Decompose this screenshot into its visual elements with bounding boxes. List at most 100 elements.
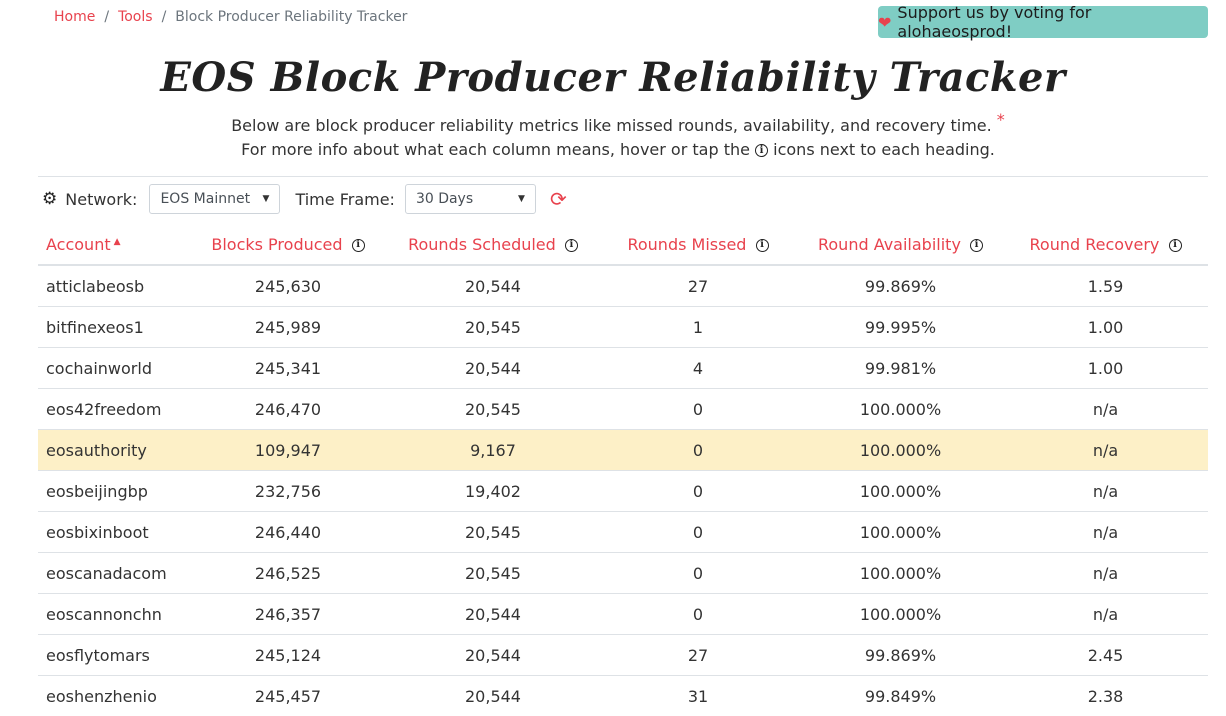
round-availability-cell: 100.000% [798, 471, 1003, 512]
account-cell: bitfinexeos1 [38, 307, 188, 348]
round-availability-cell: 99.849% [798, 676, 1003, 716]
rounds-scheduled-cell: 20,544 [388, 676, 598, 716]
filter-controls: ⚙ Network: EOS Mainnet ▼ Time Frame: 30 … [42, 184, 567, 214]
round-availability-cell: 99.995% [798, 307, 1003, 348]
description-line-2a: For more info about what each column mea… [241, 140, 750, 159]
column-header-label: Round Availability [818, 235, 961, 254]
column-header-round-availability[interactable]: Round Availability i [798, 224, 1003, 265]
round-availability-cell: 100.000% [798, 553, 1003, 594]
rounds-scheduled-cell: 20,545 [388, 553, 598, 594]
reliability-table: Account▲ Blocks Produced i Rounds Schedu… [38, 224, 1208, 716]
network-label: Network: [65, 190, 137, 209]
blocks-produced-cell: 109,947 [188, 430, 388, 471]
info-icon: i [755, 144, 768, 157]
account-cell: eoshenzhenio [38, 676, 188, 716]
info-icon[interactable]: i [565, 239, 578, 252]
round-recovery-cell: n/a [1003, 471, 1208, 512]
timeframe-select-value: 30 Days [416, 191, 473, 207]
section-divider [38, 176, 1208, 177]
rounds-scheduled-cell: 20,545 [388, 512, 598, 553]
round-recovery-cell: n/a [1003, 553, 1208, 594]
column-header-account[interactable]: Account▲ [38, 224, 188, 265]
account-cell: eoscannonchn [38, 594, 188, 635]
rounds-scheduled-cell: 20,544 [388, 594, 598, 635]
breadcrumb-separator: / [104, 9, 109, 25]
rounds-missed-cell: 31 [598, 676, 798, 716]
round-availability-cell: 99.869% [798, 265, 1003, 307]
blocks-produced-cell: 246,470 [188, 389, 388, 430]
column-header-label: Rounds Scheduled [408, 235, 556, 254]
chevron-down-icon: ▼ [518, 194, 525, 204]
round-recovery-cell: 1.59 [1003, 265, 1208, 307]
column-header-blocks-produced[interactable]: Blocks Produced i [188, 224, 388, 265]
rounds-scheduled-cell: 19,402 [388, 471, 598, 512]
rounds-missed-cell: 0 [598, 471, 798, 512]
column-header-label: Blocks Produced [211, 235, 342, 254]
round-recovery-cell: 2.45 [1003, 635, 1208, 676]
blocks-produced-cell: 246,357 [188, 594, 388, 635]
rounds-scheduled-cell: 20,544 [388, 348, 598, 389]
breadcrumb-separator: / [162, 9, 167, 25]
timeframe-label: Time Frame: [295, 190, 394, 209]
timeframe-select[interactable]: 30 Days ▼ [405, 184, 536, 214]
rounds-missed-cell: 1 [598, 307, 798, 348]
round-recovery-cell: 1.00 [1003, 348, 1208, 389]
rounds-missed-cell: 27 [598, 635, 798, 676]
refresh-icon[interactable]: ⟳ [550, 187, 567, 211]
account-cell: eosbeijingbp [38, 471, 188, 512]
column-header-rounds-scheduled[interactable]: Rounds Scheduled i [388, 224, 598, 265]
blocks-produced-cell: 232,756 [188, 471, 388, 512]
column-header-round-recovery[interactable]: Round Recovery i [1003, 224, 1208, 265]
info-icon[interactable]: i [756, 239, 769, 252]
info-icon[interactable]: i [352, 239, 365, 252]
blocks-produced-cell: 246,525 [188, 553, 388, 594]
network-select[interactable]: EOS Mainnet ▼ [149, 184, 280, 214]
blocks-produced-cell: 246,440 [188, 512, 388, 553]
account-cell: atticlabeosb [38, 265, 188, 307]
round-availability-cell: 99.869% [798, 635, 1003, 676]
description-line-2b: icons next to each heading. [773, 140, 995, 159]
account-cell: eosauthority [38, 430, 188, 471]
rounds-missed-cell: 4 [598, 348, 798, 389]
rounds-missed-cell: 0 [598, 594, 798, 635]
round-recovery-cell: n/a [1003, 389, 1208, 430]
blocks-produced-cell: 245,457 [188, 676, 388, 716]
rounds-scheduled-cell: 20,544 [388, 635, 598, 676]
breadcrumb-home-link[interactable]: Home [54, 9, 95, 25]
info-icon[interactable]: i [970, 239, 983, 252]
round-availability-cell: 100.000% [798, 430, 1003, 471]
round-recovery-cell: n/a [1003, 430, 1208, 471]
breadcrumb: Home / Tools / Block Producer Reliabilit… [54, 9, 407, 25]
account-cell: eosbixinboot [38, 512, 188, 553]
info-icon[interactable]: i [1169, 239, 1182, 252]
rounds-missed-cell: 0 [598, 553, 798, 594]
table-header-row: Account▲ Blocks Produced i Rounds Schedu… [38, 224, 1208, 265]
column-header-rounds-missed[interactable]: Rounds Missed i [598, 224, 798, 265]
description-line-1: Below are block producer reliability met… [231, 116, 992, 135]
blocks-produced-cell: 245,124 [188, 635, 388, 676]
support-vote-button[interactable]: ❤ Support us by voting for alohaeosprod! [878, 6, 1208, 38]
page-description: Below are block producer reliability met… [0, 114, 1226, 162]
rounds-scheduled-cell: 20,545 [388, 307, 598, 348]
breadcrumb-tools-link[interactable]: Tools [118, 9, 153, 25]
round-availability-cell: 99.981% [798, 348, 1003, 389]
sort-ascending-icon: ▲ [114, 237, 121, 247]
footnote-asterisk[interactable]: * [997, 110, 1005, 129]
account-cell: cochainworld [38, 348, 188, 389]
breadcrumb-current: Block Producer Reliability Tracker [175, 9, 407, 25]
page-title: EOS Block Producer Reliability Tracker [0, 54, 1226, 101]
round-recovery-cell: 2.38 [1003, 676, 1208, 716]
account-cell: eosflytomars [38, 635, 188, 676]
blocks-produced-cell: 245,630 [188, 265, 388, 307]
